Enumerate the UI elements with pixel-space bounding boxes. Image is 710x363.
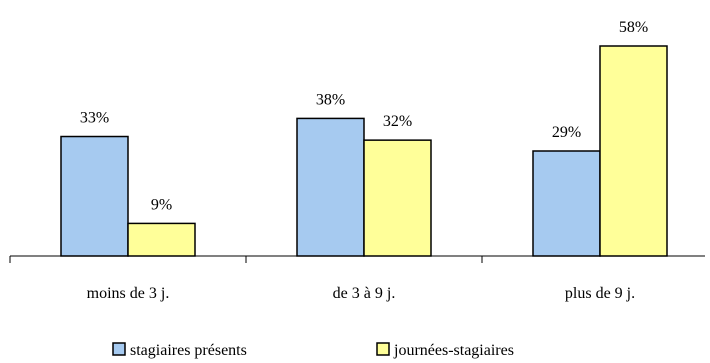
- category-label: plus de 9 j.: [565, 285, 635, 302]
- bar-journees-1: [127, 222, 196, 257]
- bar-stagiaires-1: [60, 135, 129, 257]
- bar-journees-3: [599, 45, 668, 257]
- legend: stagiaires présents journées-stagiaires: [112, 342, 514, 359]
- legend-label: journées-stagiaires: [393, 342, 514, 359]
- legend-swatch: [376, 342, 390, 356]
- bar-journees-2: [363, 139, 432, 257]
- data-label: 9%: [151, 196, 172, 213]
- legend-swatch: [112, 342, 126, 356]
- bar-stagiaires-2: [296, 117, 365, 257]
- category-label: moins de 3 j.: [87, 285, 170, 302]
- bar-stagiaires-3: [532, 150, 601, 257]
- data-label: 33%: [80, 110, 109, 127]
- data-label: 32%: [383, 113, 412, 130]
- category-label: de 3 à 9 j.: [333, 285, 396, 302]
- data-label: 38%: [316, 91, 345, 108]
- data-label: 58%: [619, 19, 648, 36]
- data-label: 29%: [552, 124, 581, 141]
- legend-label: stagiaires présents: [130, 342, 247, 359]
